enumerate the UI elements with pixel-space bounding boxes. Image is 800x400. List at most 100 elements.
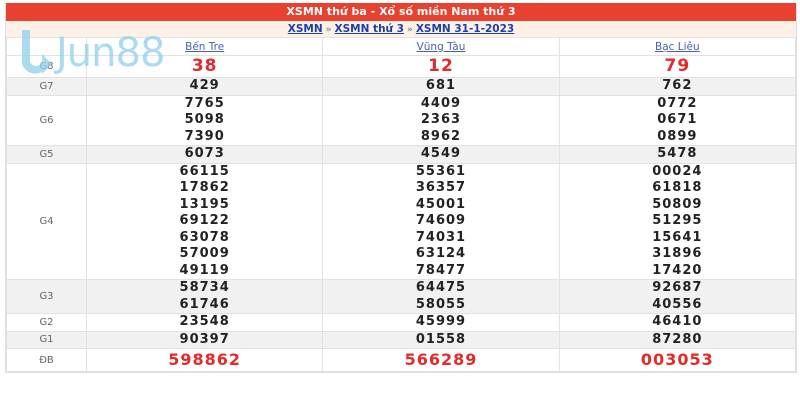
prize-number: 6073: [184, 146, 225, 161]
province-vung-tau: Vũng Tàu: [322, 37, 560, 56]
province-link[interactable]: Bến Tre: [185, 40, 225, 53]
prize-cell: 79: [558, 55, 797, 78]
prize-number: 57009: [179, 246, 230, 261]
prize-cell: 38: [85, 55, 324, 78]
prize-row-g1: G1 90397 01558 87280: [6, 330, 797, 349]
prize-row-g2: G2 23548 45999 46410: [6, 313, 797, 332]
prize-number: 61746: [179, 296, 230, 312]
prize-number: 87280: [652, 331, 703, 347]
page-title: XSMN thứ ba - Xổ số miền Nam thứ 3: [6, 3, 796, 21]
breadcrumb-xsmn[interactable]: XSMN: [287, 23, 323, 35]
prize-number: 5098: [184, 112, 225, 127]
prize-cell: 0772 0671 0899: [558, 94, 797, 146]
prize-number: 31896: [652, 246, 703, 261]
prize-number: 8962: [420, 128, 462, 144]
prize-label: G1: [6, 330, 87, 349]
prize-number: 4409: [420, 95, 462, 111]
prize-cell: 4409 2363 8962: [322, 94, 560, 146]
prize-cell: 01558: [322, 330, 560, 349]
prize-row-g3: G3 58734 61746 64475 58055 92687 40556: [6, 279, 797, 314]
prize-number: 66115: [179, 163, 230, 179]
prize-row-g6: G6 7765 5098 7390 4409 2363 8962 0772 0671 0899: [6, 94, 797, 146]
prize-row-g7: G7 429 681 762: [6, 77, 797, 96]
prize-number: 58055: [415, 296, 467, 312]
province-bac-lieu: Bạc Liêu: [558, 37, 797, 56]
prize-number: 69122: [179, 213, 230, 228]
breadcrumb-separator: »: [325, 25, 332, 35]
prize-number: 5478: [657, 146, 698, 161]
prize-number: 74609: [415, 213, 467, 228]
prize-cell: 45999: [322, 313, 560, 332]
prize-cell: 4549: [322, 145, 560, 164]
prize-number: 12: [428, 56, 454, 76]
prize-cell: 92687 40556: [558, 279, 797, 314]
prize-number: 90397: [179, 331, 230, 347]
prize-cell: 00024 61818 50809 51295 15641 31896 17420: [558, 162, 797, 280]
prize-number: 58734: [179, 280, 230, 295]
province-link[interactable]: Bạc Liêu: [655, 40, 700, 53]
prize-number: 61818: [652, 180, 703, 195]
prize-number: 46410: [652, 314, 703, 329]
prize-label: G8: [6, 55, 87, 78]
prize-number: 45999: [415, 314, 467, 329]
prize-number: 23548: [179, 314, 230, 329]
results-panel: XSMN thứ ba - Xổ số miền Nam thứ 3 XSMN»…: [5, 3, 797, 373]
prize-number: 92687: [652, 280, 703, 295]
prize-label: G7: [6, 77, 87, 96]
prize-number: 17420: [652, 262, 703, 278]
prize-cell: 7765 5098 7390: [85, 94, 324, 146]
prize-cell: 46410: [558, 313, 797, 332]
prize-number: 681: [425, 78, 457, 93]
prize-number: 762: [662, 78, 693, 93]
breadcrumb-separator: »: [406, 25, 413, 35]
prize-number: 15641: [652, 229, 703, 245]
prize-number: 64475: [415, 280, 467, 295]
prize-cell: 64475 58055: [322, 279, 560, 314]
prize-cell: 566289: [322, 348, 560, 372]
prize-label: G5: [6, 145, 87, 164]
breadcrumb: XSMN» XSMN thứ 3» XSMN 31-1-2023: [6, 21, 796, 37]
prize-number: 01558: [415, 331, 467, 347]
prize-label: G4: [6, 162, 87, 280]
prize-number: 429: [189, 78, 220, 93]
prize-number: 2363: [420, 112, 462, 127]
prize-row-đb: ĐB 598862 566289 003053: [6, 348, 797, 372]
prize-label: G6: [6, 94, 87, 146]
prize-cell: 003053: [558, 348, 797, 372]
prize-cell: 23548: [85, 313, 324, 332]
prize-cell: 55361 36357 45001 74609 74031 63124 78477: [322, 162, 560, 280]
prize-cell: 598862: [85, 348, 324, 372]
breadcrumb-date[interactable]: XSMN 31-1-2023: [415, 23, 515, 35]
prize-number: 79: [664, 56, 691, 76]
prize-cell: 90397: [85, 330, 324, 349]
prize-number: 00024: [652, 163, 703, 179]
prize-cell: 58734 61746: [85, 279, 324, 314]
prize-number: 4549: [420, 146, 462, 161]
province-header-row: Bến Tre Vũng Tàu Bạc Liêu: [6, 37, 797, 56]
prize-number: 0899: [657, 128, 698, 144]
prize-number: 13195: [179, 196, 230, 212]
prize-number: 566289: [404, 350, 478, 369]
prize-row-g5: G5 6073 4549 5478: [6, 145, 797, 164]
prize-cell: 66115 17862 13195 69122 63078 57009 49119: [85, 162, 324, 280]
province-ben-tre: Bến Tre: [85, 37, 324, 56]
prize-cell: 12: [322, 55, 560, 78]
prize-cell: 429: [85, 77, 324, 96]
prize-cell: 6073: [85, 145, 324, 164]
prize-number: 49119: [179, 262, 230, 278]
prize-number: 40556: [652, 296, 703, 312]
prize-number: 598862: [168, 350, 242, 369]
results-table: Bến Tre Vũng Tàu Bạc Liêu G8 38 12 79 G7 429 6…: [6, 37, 797, 372]
prize-cell: 5478: [558, 145, 797, 164]
province-link[interactable]: Vũng Tàu: [416, 40, 466, 53]
prize-row-g8: G8 38 12 79: [6, 55, 797, 78]
breadcrumb-xsmn-thu-3[interactable]: XSMN thứ 3: [334, 23, 404, 35]
prize-number: 17862: [179, 180, 230, 195]
prize-number: 7765: [184, 95, 225, 111]
prize-cell: 762: [558, 77, 797, 96]
prize-number: 78477: [415, 262, 467, 278]
prize-label: ĐB: [6, 348, 87, 372]
prize-label: G3: [6, 279, 87, 314]
prize-row-g4: G4 66115 17862 13195 69122 63078 57009 49119 553…: [6, 162, 797, 280]
prize-number: 38: [191, 56, 218, 76]
